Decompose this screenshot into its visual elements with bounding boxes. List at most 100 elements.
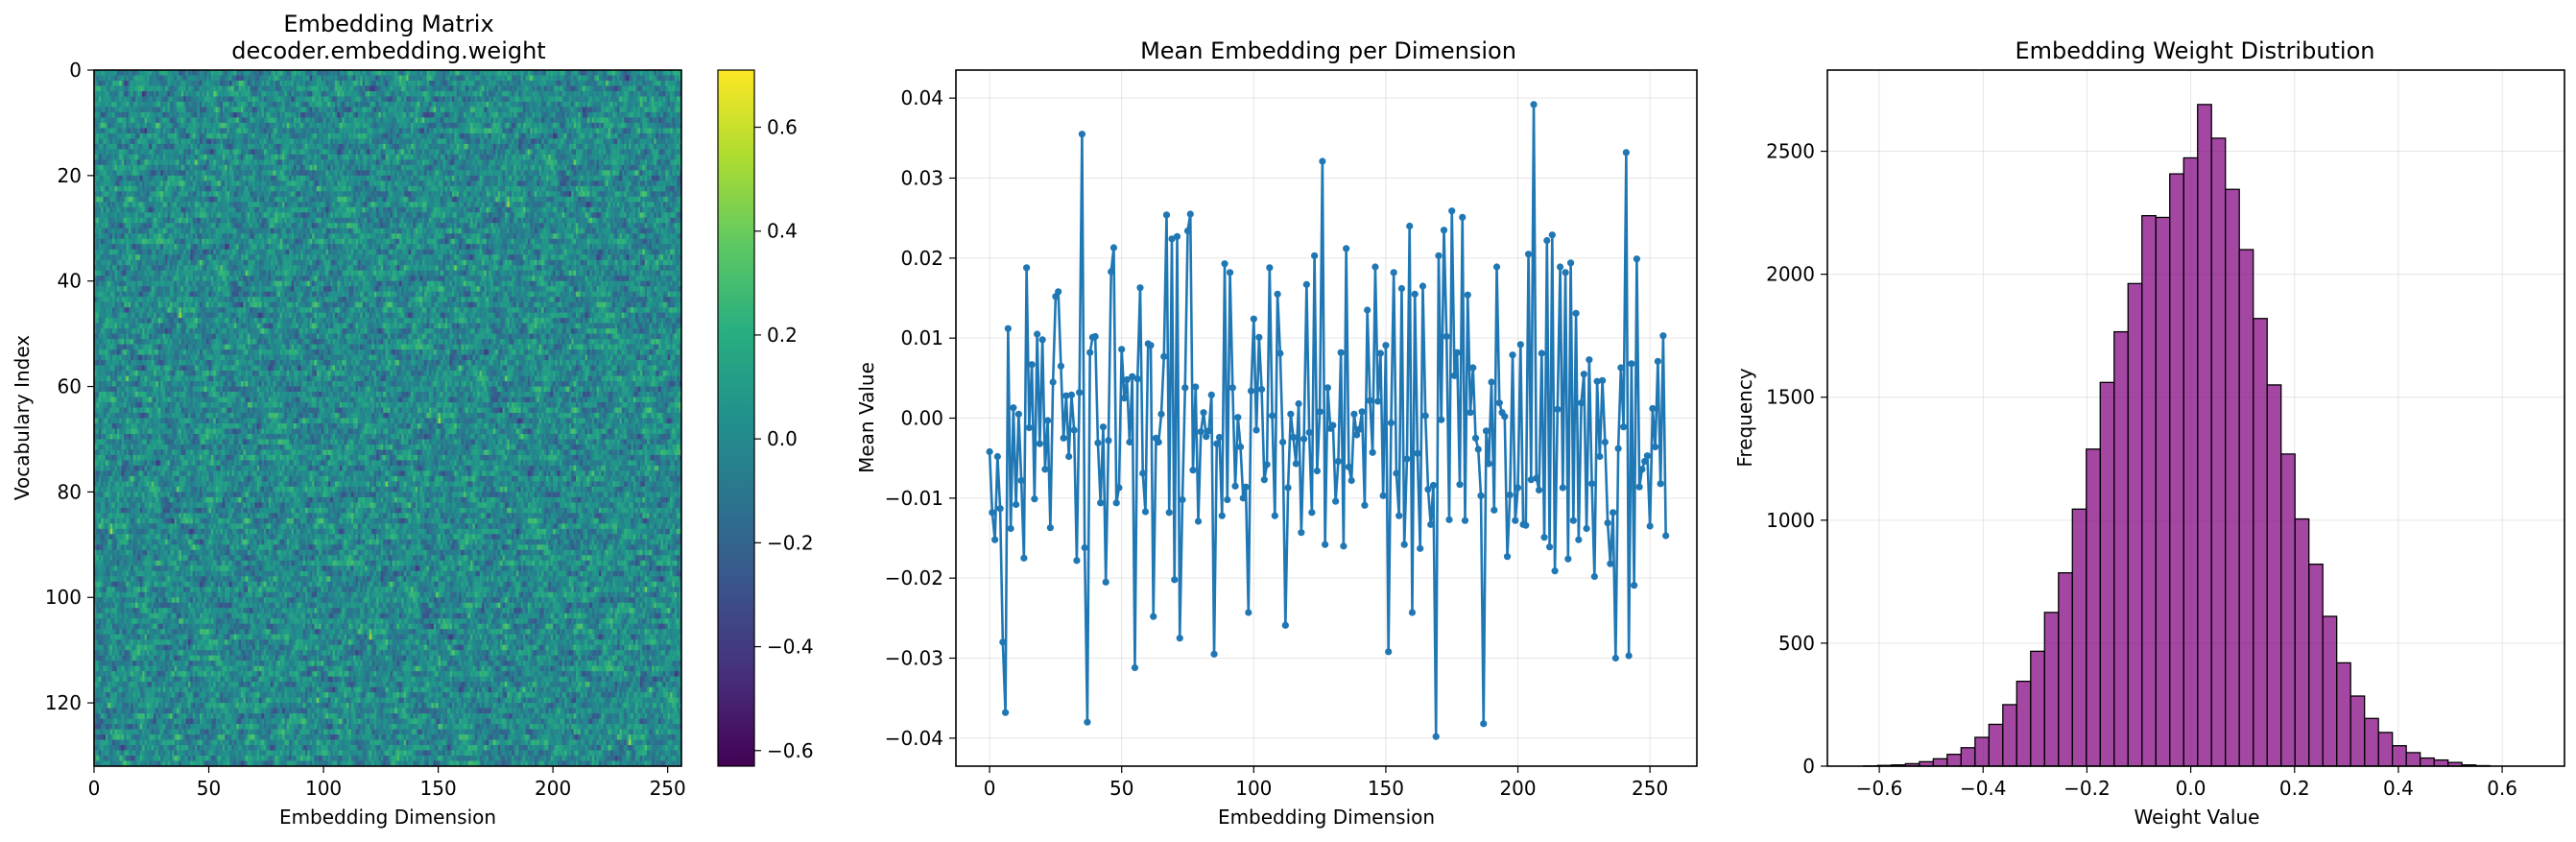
heatmap-cell (566, 107, 569, 112)
heatmap-cell (530, 138, 533, 144)
heatmap-cell (315, 107, 318, 112)
heatmap-cell (660, 96, 663, 102)
heatmap-cell (434, 91, 437, 97)
heatmap-cell (633, 149, 636, 155)
heatmap-cell (558, 123, 561, 129)
heatmap-cell (323, 117, 326, 123)
heatmap-cell (635, 155, 638, 160)
heatmap-cell (399, 123, 402, 129)
heatmap-cell (441, 107, 443, 112)
heatmap-cell (284, 138, 287, 144)
heatmap-cell (548, 81, 551, 86)
heatmap-cell (209, 107, 212, 112)
heatmap-cell (315, 155, 318, 160)
heatmap-cell (645, 96, 648, 102)
heatmap-cell (617, 123, 620, 129)
heatmap-cell (241, 102, 244, 108)
heatmap-cell (482, 112, 485, 118)
heatmap-cell (386, 155, 389, 160)
heatmap-cell (262, 123, 265, 129)
heatmap-cell (622, 128, 625, 133)
heatmap-cell (493, 138, 496, 144)
heatmap-cell (627, 149, 630, 155)
heatmap-cell (269, 91, 272, 97)
heatmap-cell (484, 107, 487, 112)
heatmap-cell (411, 81, 414, 86)
heatmap-cell (158, 85, 161, 91)
heatmap-cell (202, 155, 204, 160)
heatmap-cell (472, 102, 475, 108)
heatmap-cell (553, 96, 556, 102)
heatmap-cell (464, 133, 466, 139)
heatmap-cell (179, 149, 181, 155)
heatmap-cell (227, 159, 230, 165)
heatmap-cell (583, 112, 585, 118)
heatmap-cell (480, 155, 483, 160)
heatmap-cell (342, 102, 345, 108)
heatmap-cell (305, 128, 308, 133)
heatmap-cell (535, 112, 537, 118)
heatmap-cell (200, 75, 203, 81)
heatmap-cell (482, 70, 485, 76)
heatmap-cell (450, 128, 453, 133)
heatmap-cell (323, 70, 326, 76)
heatmap-cell (665, 123, 668, 129)
heatmap-cell (229, 123, 232, 129)
heatmap-cell (442, 96, 445, 102)
heatmap-cell (585, 70, 588, 76)
heatmap-cell (129, 96, 131, 102)
heatmap-cell (186, 117, 189, 123)
heatmap-cell (223, 75, 226, 81)
heatmap-cell (163, 70, 166, 76)
heatmap-cell (356, 96, 359, 102)
heatmap-cell (328, 85, 331, 91)
heatmap-cell (556, 85, 559, 91)
heatmap-cell (404, 133, 407, 139)
heatmap-cell (470, 75, 473, 81)
heatmap-cell (530, 155, 533, 160)
heatmap-cell (303, 85, 306, 91)
heatmap-cell (312, 117, 315, 123)
heatmap-cell (442, 138, 445, 144)
heatmap-cell (459, 144, 462, 150)
heatmap-cell (633, 112, 636, 118)
heatmap-cell (252, 91, 255, 97)
heatmap-cell (635, 138, 638, 144)
heatmap-cell (505, 138, 508, 144)
heatmap-cell (654, 107, 656, 112)
heatmap-cell (436, 144, 439, 150)
heatmap-cell (447, 75, 450, 81)
heatmap-cell (581, 144, 584, 150)
heatmap-cell (307, 75, 310, 81)
heatmap-cell (248, 123, 250, 129)
heatmap-cell (612, 91, 615, 97)
heatmap-cell (287, 144, 290, 150)
heatmap-cell (271, 159, 274, 165)
heatmap-cell (183, 123, 186, 129)
heatmap-cell (592, 112, 595, 118)
heatmap-cell (168, 70, 171, 76)
heatmap-cell (346, 81, 349, 86)
heatmap-cell (647, 138, 650, 144)
heatmap-cell (348, 107, 351, 112)
heatmap-cell (323, 133, 326, 139)
heatmap-cell (154, 91, 156, 97)
heatmap-cell (367, 144, 370, 150)
heatmap-cell (243, 159, 246, 165)
heatmap-cell (627, 96, 630, 102)
heatmap-cell (528, 85, 531, 91)
heatmap-cell (390, 85, 393, 91)
heatmap-cell (431, 138, 434, 144)
heatmap-cell (594, 133, 597, 139)
heatmap-cell (587, 133, 590, 139)
heatmap-cell (606, 138, 608, 144)
heatmap-cell (266, 128, 269, 133)
heatmap-cell (560, 81, 562, 86)
heatmap-cell (650, 133, 653, 139)
heatmap-cell (296, 117, 298, 123)
heatmap-cell (248, 128, 250, 133)
heatmap-cell (135, 128, 138, 133)
heatmap-cell (462, 107, 465, 112)
heatmap-cell (371, 70, 374, 76)
heatmap-cell (193, 75, 196, 81)
